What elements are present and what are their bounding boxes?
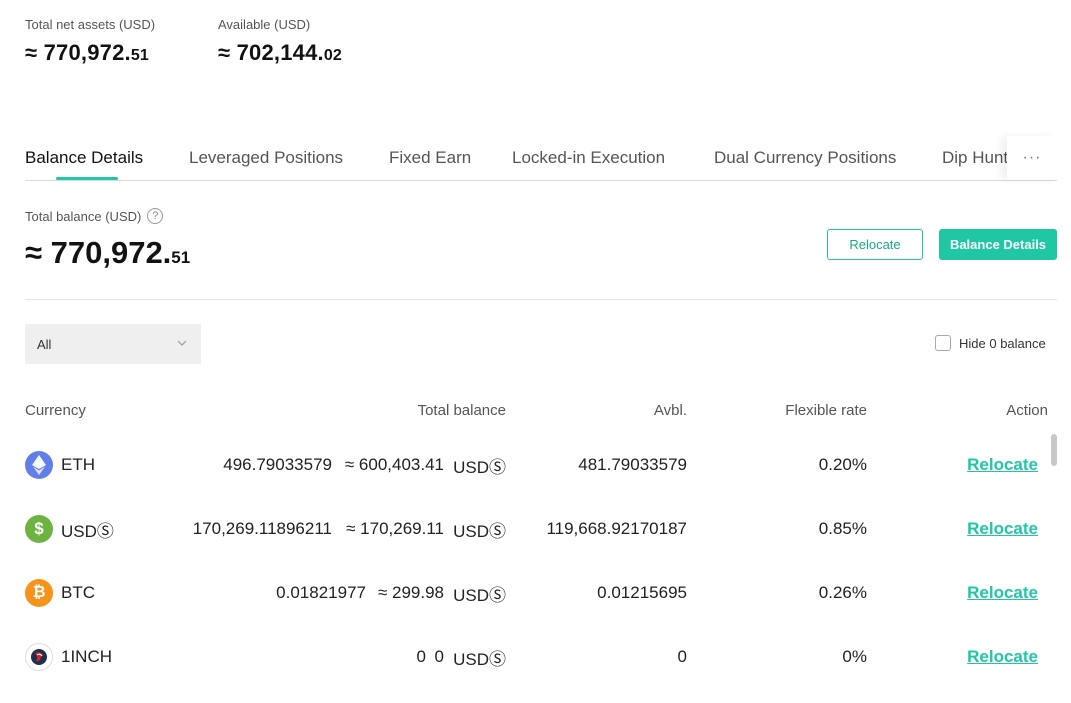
scrollbar-thumb[interactable] [1051, 434, 1057, 466]
table-row: 1INCH 0 0 USDⓈ 0 0% Relocate [0, 625, 1071, 689]
btc-icon: ₿ [25, 579, 53, 607]
amount-cell: 0 [416, 647, 426, 666]
total-balance-label-text: Total balance (USD) [25, 208, 142, 224]
currency-cell: ETH [25, 433, 95, 497]
help-icon[interactable]: ? [147, 208, 164, 224]
tab-dual-currency-positions[interactable]: Dual Currency Positions [714, 148, 897, 167]
header-action: Action [1006, 402, 1048, 419]
table-row: $ USDⓈ 170,269.11896211 ≈ 170,269.11 USD… [0, 497, 1071, 561]
currency-name: 1INCH [61, 647, 113, 666]
available-main: ≈ 702,144. [218, 40, 324, 65]
action-cell: Relocate [900, 561, 1038, 625]
total-balance-label: Total balance (USD) ? [25, 208, 164, 224]
approx-value-cell: ≈ 600,403.41 [344, 455, 444, 474]
action-cell: Relocate [900, 497, 1038, 561]
eth-icon [25, 451, 53, 479]
total-balance-cents: 51 [171, 248, 191, 267]
relocate-button[interactable]: Relocate [827, 229, 923, 260]
relocate-link[interactable]: Relocate [967, 583, 1038, 602]
avbl-cell: 119,668.92170187 [546, 519, 687, 538]
unit-cell: USDⓈ [453, 457, 506, 477]
approx-value-cell: 0 [434, 647, 444, 666]
net-assets-label: Total net assets (USD) [25, 17, 156, 32]
hide-zero-label: Hide 0 balance [959, 335, 1046, 351]
total-balance-main: ≈ 770,972. [25, 235, 172, 270]
rate-cell: 0.85% [818, 519, 867, 538]
avbl-cell: 481.79033579 [578, 455, 687, 474]
amount-cell: 170,269.11896211 [192, 519, 332, 538]
currency-name: USDⓈ [61, 521, 114, 541]
amount-cell: 496.79033579 [223, 455, 332, 474]
available-value: ≈ 702,144.02 [218, 40, 342, 66]
avbl-cell: 0 [677, 647, 687, 666]
rate-cell: 0.26% [818, 583, 867, 602]
net-assets-main: ≈ 770,972. [25, 40, 131, 65]
filter-selected-value: All [37, 336, 52, 352]
section-divider [25, 299, 1057, 300]
chevron-down-icon [177, 340, 187, 346]
tab-overflow-clip: Dip Hunter [942, 136, 1007, 180]
net-assets-value: ≈ 770,972.51 [25, 40, 149, 66]
relocate-link[interactable]: Relocate [967, 519, 1038, 538]
header-avbl: Avbl. [653, 402, 687, 419]
currency-name: BTC [61, 583, 95, 602]
header-currency: Currency [25, 402, 86, 419]
tab-balance-details[interactable]: Balance Details [25, 148, 144, 167]
currency-name: ETH [61, 455, 95, 474]
avbl-cell: 0.01215695 [597, 583, 687, 602]
table-row: ₿ BTC 0.01821977 ≈ 299.98 USDⓈ 0.0121569… [0, 561, 1071, 625]
action-cell: Relocate [900, 625, 1038, 689]
hide-zero-toggle[interactable]: Hide 0 balance [935, 335, 1046, 351]
tab-locked-in-execution[interactable]: Locked-in Execution [512, 148, 666, 167]
tab-leveraged-positions[interactable]: Leveraged Positions [189, 148, 344, 167]
currency-cell: 1INCH [25, 625, 112, 689]
relocate-link[interactable]: Relocate [967, 647, 1038, 666]
unit-cell: USDⓈ [453, 585, 506, 605]
rate-cell: 0.20% [818, 455, 867, 474]
rate-cell: 0% [842, 647, 867, 666]
currency-filter-select[interactable]: All [25, 324, 201, 364]
header-total-balance: Total balance [417, 402, 506, 419]
table-row: ETH 496.79033579 ≈ 600,403.41 USDⓈ 481.7… [0, 433, 1071, 497]
approx-value-cell: ≈ 299.98 [377, 583, 444, 602]
available-label: Available (USD) [218, 17, 311, 32]
available-cents: 02 [323, 47, 343, 64]
relocate-link[interactable]: Relocate [967, 455, 1038, 474]
more-tabs-icon[interactable]: ··· [1007, 136, 1057, 180]
net-assets-cents: 51 [130, 47, 150, 64]
approx-value-cell: ≈ 170,269.11 [346, 519, 444, 538]
hide-zero-checkbox[interactable] [935, 335, 951, 351]
balance-details-button[interactable]: Balance Details [939, 229, 1057, 260]
1inch-icon [25, 643, 53, 671]
tab-fixed-earn[interactable]: Fixed Earn [389, 148, 472, 167]
active-tab-indicator [56, 177, 118, 180]
action-cell: Relocate [900, 433, 1038, 497]
header-flexible-rate: Flexible rate [785, 402, 867, 419]
tab-dip-hunter[interactable]: Dip Hunter [942, 148, 1007, 167]
amount-cell: 0.01821977 [276, 583, 366, 602]
unit-cell: USDⓈ [453, 649, 506, 669]
total-balance-value: ≈ 770,972.51 [25, 235, 190, 271]
tab-bar: Balance Details Leveraged Positions Fixe… [25, 136, 1057, 181]
currency-cell: ₿ BTC [25, 561, 95, 625]
currency-cell: $ USDⓈ [25, 497, 114, 561]
unit-cell: USDⓈ [453, 521, 506, 541]
usds-icon: $ [25, 515, 53, 543]
